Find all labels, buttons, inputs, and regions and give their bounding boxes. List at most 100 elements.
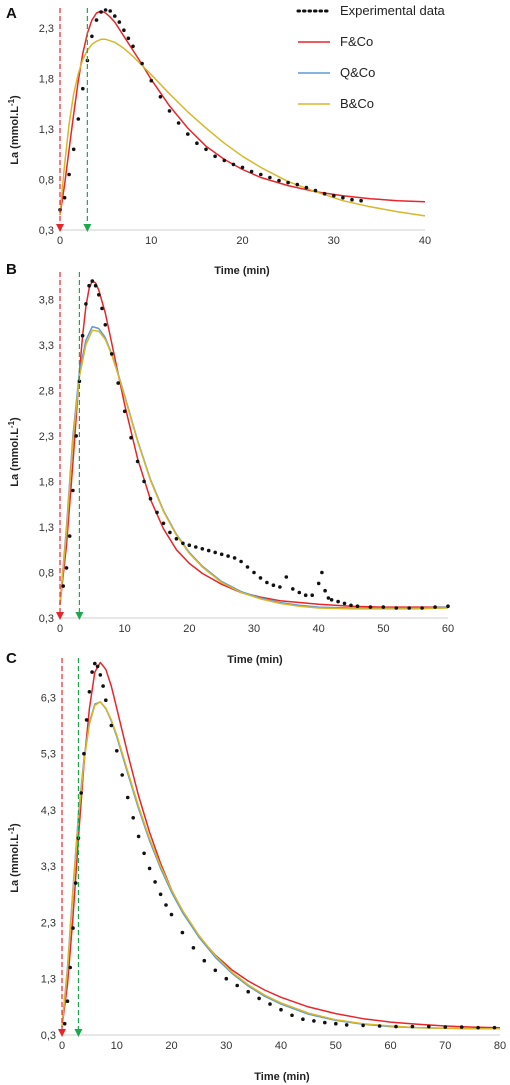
panel-b-data-point — [87, 283, 91, 288]
panel-a-data-point — [67, 172, 71, 177]
panel-b-start-arrow — [56, 612, 64, 620]
panel-b-data-point — [394, 606, 399, 610]
panel-c-end-arrow — [74, 1029, 83, 1037]
panel-c-ytick-label: 5,3 — [41, 749, 56, 761]
panel-c-data-point — [120, 773, 124, 777]
panel-c-ylabel: La (mmol.L-1) — [7, 823, 21, 893]
panel-c-data-point — [87, 690, 92, 694]
panel-c-data-point — [290, 1013, 294, 1018]
panel-b-data-point — [420, 606, 424, 610]
panel-c-ytick-label: 3,3 — [41, 861, 56, 873]
panel-a-data-point — [341, 195, 345, 200]
panel-c-data-point — [125, 795, 130, 800]
panel-b-data-point — [181, 541, 185, 546]
panel-a-data-point — [140, 61, 144, 66]
panel-b-data-point — [284, 575, 289, 579]
panel-a-ytick-label: 1,3 — [39, 124, 54, 136]
panel-c-data-point — [62, 1021, 67, 1026]
panel-c-series-experimental — [62, 661, 497, 1030]
panel-b-data-point — [329, 598, 334, 602]
panel-c-data-point — [191, 946, 196, 950]
panel-b-data-point — [368, 605, 373, 609]
panel-b-xlabel: Time (min) — [227, 654, 283, 666]
panel-a-data-point — [295, 182, 300, 187]
panel-c-data-point — [136, 834, 141, 839]
panel-c-data-point — [79, 791, 83, 795]
panel-c-data-point — [158, 892, 163, 897]
panel-a-data-point — [259, 172, 263, 177]
panel-b-data-point — [336, 599, 340, 604]
panel-a-xtick-label: 30 — [328, 235, 340, 247]
panel-a-ytick-label: 2,3 — [39, 23, 54, 35]
panel-a-xtick-label: 10 — [145, 235, 157, 247]
panel-b-ytick-label: 0,3 — [39, 613, 54, 625]
panel-b-xtick-label: 0 — [57, 623, 63, 635]
panel-b-xtick-label: 30 — [248, 623, 260, 635]
panel-a-data-point — [350, 197, 354, 202]
panel-b-data-point — [297, 590, 302, 595]
panel-a-data-point — [249, 169, 254, 174]
panel-a-data-point — [167, 109, 172, 113]
panel-c-data-point — [142, 851, 146, 856]
panel-c-data-point — [68, 965, 72, 970]
panel-c-start-arrow — [58, 1029, 66, 1037]
panel-c-xlabel: Time (min) — [254, 1071, 310, 1083]
panel-c-data-point — [459, 1025, 464, 1029]
panel-c-ytick-label: 2,3 — [41, 917, 56, 929]
panel-c-data-point — [224, 976, 229, 981]
panel-c-data-point — [268, 1002, 272, 1006]
panel-a-data-point — [81, 86, 85, 91]
panel-a-data-point — [94, 18, 99, 22]
panel-c-xtick-label: 20 — [165, 1040, 177, 1052]
panel-b-data-point — [446, 604, 450, 608]
panel-b-ytick-label: 3,8 — [39, 294, 54, 306]
panel-b-data-point — [326, 596, 331, 600]
panel-a-data-point — [213, 154, 217, 159]
panel-b-data-point — [122, 409, 127, 414]
panel-b-data-point — [90, 279, 95, 283]
panel-a-data-point — [176, 121, 181, 125]
panel-c-data-point — [361, 1023, 365, 1028]
panel-c-data-point — [65, 999, 70, 1003]
panel-a-data-point — [99, 10, 103, 14]
panel-a-data-point — [62, 195, 67, 200]
panel-c-data-point — [213, 968, 218, 973]
panel-letter-b: B — [6, 261, 17, 278]
panel-a-data-point — [268, 175, 272, 180]
panel-b-data-point — [200, 547, 205, 551]
panel-a-data-point — [240, 165, 245, 170]
panel-c-data-point — [101, 684, 105, 688]
panel-c-data-point — [492, 1025, 497, 1030]
panel-c-data-point — [180, 930, 185, 935]
panel-c-ytick-label: 4,3 — [41, 805, 56, 817]
panel-c-data-point — [427, 1024, 431, 1029]
panel-b-data-point — [194, 545, 198, 549]
panel-c-data-point — [235, 983, 239, 988]
panel-b-data-point — [174, 537, 179, 541]
panel-b-series-bco — [59, 329, 449, 610]
panel-c-xtick-label: 80 — [494, 1040, 506, 1052]
panel-b-data-point — [323, 588, 327, 593]
panel-c-data-point — [98, 673, 103, 677]
panel-b-data-point — [271, 583, 276, 587]
panel-a-data-point — [359, 198, 363, 203]
panel-b-data-point — [213, 550, 217, 555]
panel-a-data-point — [158, 95, 163, 99]
panel-a-data-point — [332, 193, 336, 198]
panel-b-data-point — [407, 606, 412, 610]
panel-b-ytick-label: 1,8 — [39, 476, 54, 488]
panel-c-xtick-label: 10 — [111, 1040, 123, 1052]
legend-label-fco: F&Co — [340, 34, 373, 49]
panel-c-data-point — [334, 1021, 338, 1026]
panel-b-data-point — [67, 534, 72, 538]
panel-b: B La (mmol.L-1) Time (min) 0 10 20 30 40 50 60… — [6, 261, 454, 666]
panel-a-data-point — [113, 14, 117, 18]
panel-c-data-point — [312, 1019, 316, 1023]
panel-c-data-point — [90, 670, 94, 674]
panel-b-data-point — [219, 552, 224, 557]
panel-b-ytick-label: 1,3 — [39, 522, 54, 534]
panel-c-xtick-label: 60 — [384, 1040, 396, 1052]
panel-a-data-point — [131, 44, 135, 49]
panel-b-data-point — [381, 605, 386, 609]
